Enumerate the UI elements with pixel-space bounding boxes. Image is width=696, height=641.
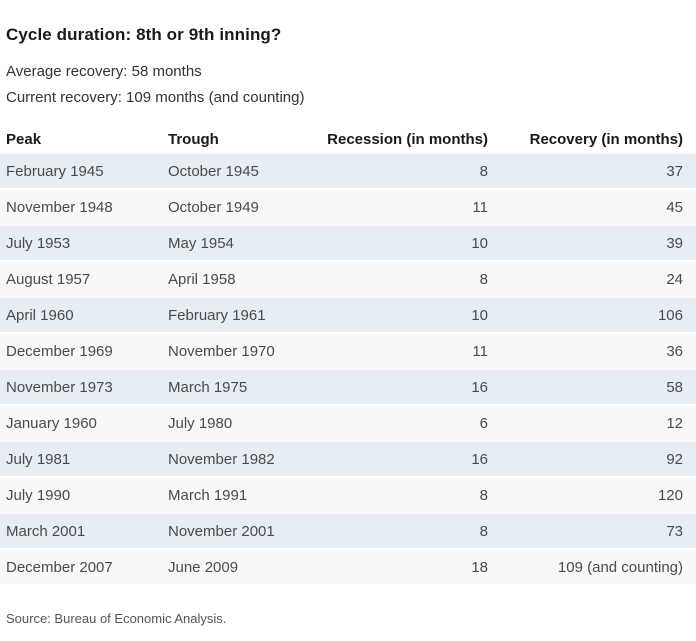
cell-recession: 16 — [471, 378, 488, 396]
page-title: Cycle duration: 8th or 9th inning? — [6, 25, 282, 44]
table-header-row: Peak Trough Recession (in months) Recove… — [0, 129, 696, 149]
cell-recovery: 106 — [657, 306, 683, 324]
cell-trough: March 1975 — [168, 378, 248, 396]
cell-peak: December 1969 — [6, 342, 113, 360]
cell-trough: May 1954 — [168, 234, 234, 252]
column-header-recession: Recession (in months) — [327, 130, 488, 148]
cell-peak: January 1960 — [6, 414, 97, 432]
table-row: July 1990 March 1991 8 120 — [0, 478, 696, 512]
cell-peak: August 1957 — [6, 270, 91, 288]
cell-peak: July 1990 — [6, 486, 71, 504]
table-row: March 2001 November 2001 8 73 — [0, 514, 696, 548]
cell-trough: April 1958 — [168, 270, 236, 288]
cell-recovery: 58 — [666, 378, 683, 396]
table-row: July 1953 May 1954 10 39 — [0, 226, 696, 260]
cell-trough: November 1982 — [168, 450, 275, 468]
cell-trough: October 1949 — [168, 198, 259, 216]
cell-trough: March 1991 — [168, 486, 248, 504]
cell-trough: June 2009 — [168, 558, 239, 576]
cell-recovery: 109 (and counting) — [557, 558, 683, 576]
cell-peak: December 2007 — [6, 558, 113, 576]
cell-recovery: 24 — [666, 270, 683, 288]
table-row: November 1948 October 1949 11 45 — [0, 190, 696, 224]
cell-trough: November 1970 — [168, 342, 275, 360]
column-header-trough: Trough — [168, 130, 219, 148]
cell-recession: 11 — [472, 342, 488, 360]
cell-peak: July 1953 — [6, 234, 71, 252]
cell-recovery: 45 — [666, 198, 683, 216]
cell-recession: 8 — [479, 162, 488, 180]
cell-peak: November 1948 — [6, 198, 113, 216]
table-body: February 1945 October 1945 8 37 November… — [0, 154, 696, 584]
cell-recession: 18 — [471, 558, 488, 576]
cell-recession: 8 — [479, 486, 488, 504]
cell-recession: 16 — [471, 450, 488, 468]
cell-peak: July 1981 — [6, 450, 71, 468]
cell-peak: April 1960 — [6, 306, 74, 324]
cell-peak: November 1973 — [6, 378, 113, 396]
cell-recovery: 37 — [666, 162, 683, 180]
cell-recession: 10 — [471, 306, 488, 324]
column-header-peak: Peak — [6, 130, 42, 148]
cell-recession: 8 — [479, 522, 488, 540]
average-recovery-text: Average recovery: 58 months — [6, 63, 202, 80]
current-recovery-text: Current recovery: 109 months (and counti… — [6, 89, 305, 106]
cell-recession: 10 — [471, 234, 488, 252]
cell-recession: 8 — [479, 270, 488, 288]
table-row: July 1981 November 1982 16 92 — [0, 442, 696, 476]
subtitle-block: Average recovery: 58 months Current reco… — [0, 59, 696, 111]
table-row: January 1960 July 1980 6 12 — [0, 406, 696, 440]
table-row: December 1969 November 1970 11 36 — [0, 334, 696, 368]
table-row: December 2007 June 2009 18 109 (and coun… — [0, 550, 696, 584]
cell-trough: October 1945 — [168, 162, 259, 180]
cell-recovery: 12 — [666, 414, 683, 432]
cell-recovery: 92 — [666, 450, 683, 468]
table-row: February 1945 October 1945 8 37 — [0, 154, 696, 188]
cell-peak: February 1945 — [6, 162, 104, 180]
table-row: November 1973 March 1975 16 58 — [0, 370, 696, 404]
cell-recovery: 36 — [666, 342, 683, 360]
cell-peak: March 2001 — [6, 522, 86, 540]
table-row: April 1960 February 1961 10 106 — [0, 298, 696, 332]
cell-recession: 6 — [479, 414, 488, 432]
cell-recovery: 73 — [666, 522, 683, 540]
cell-trough: July 1980 — [168, 414, 233, 432]
cycle-duration-table: Peak Trough Recession (in months) Recove… — [0, 129, 696, 584]
cell-trough: February 1961 — [168, 306, 266, 324]
column-header-recovery: Recovery (in months) — [529, 130, 683, 148]
table-row: August 1957 April 1958 8 24 — [0, 262, 696, 296]
cell-trough: November 2001 — [168, 522, 275, 540]
cell-recovery: 39 — [666, 234, 683, 252]
source-note: Source: Bureau of Economic Analysis. — [6, 611, 227, 626]
cell-recession: 11 — [472, 198, 488, 216]
cell-recovery: 120 — [657, 486, 683, 504]
